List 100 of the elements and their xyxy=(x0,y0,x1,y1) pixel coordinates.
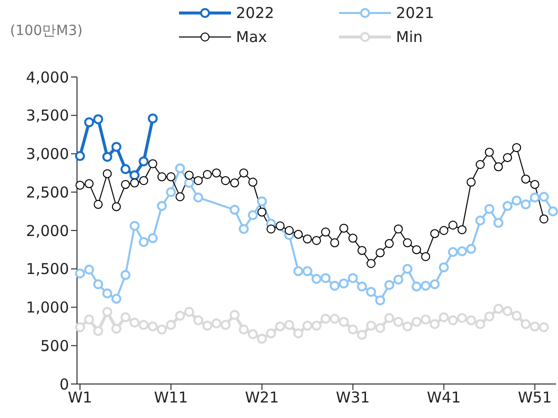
point xyxy=(266,224,276,234)
point xyxy=(457,246,468,256)
point xyxy=(184,178,194,188)
point xyxy=(148,321,158,332)
point xyxy=(356,282,367,292)
point xyxy=(466,244,476,254)
point xyxy=(193,192,204,202)
point xyxy=(302,266,312,276)
point xyxy=(202,320,212,331)
point xyxy=(430,319,440,330)
y-tick-label: 4,000 xyxy=(26,68,69,86)
point xyxy=(357,246,366,255)
point xyxy=(294,230,303,239)
point xyxy=(493,218,504,228)
point xyxy=(166,172,176,182)
point xyxy=(230,204,240,215)
point xyxy=(375,295,386,306)
x-tick-label: W41 xyxy=(426,388,461,407)
point xyxy=(130,220,140,231)
y-tick-label: 2,500 xyxy=(26,183,69,202)
point xyxy=(338,278,349,288)
point xyxy=(157,172,166,182)
point xyxy=(330,314,340,324)
point xyxy=(239,168,248,178)
point xyxy=(138,156,149,166)
x-tick-label: W1 xyxy=(68,388,92,407)
y-tick-label: 500 xyxy=(40,336,69,355)
point xyxy=(275,321,286,332)
point xyxy=(402,321,412,332)
point xyxy=(512,310,522,321)
point xyxy=(393,316,404,327)
point xyxy=(402,238,412,248)
point xyxy=(220,320,231,330)
point xyxy=(430,229,440,238)
point xyxy=(348,234,358,243)
point xyxy=(384,312,394,323)
point xyxy=(356,330,367,340)
point xyxy=(520,319,531,330)
point xyxy=(166,320,176,330)
point xyxy=(466,178,476,187)
point xyxy=(221,176,230,186)
point xyxy=(384,239,394,248)
point xyxy=(493,304,504,314)
point xyxy=(75,151,85,162)
point xyxy=(412,282,422,292)
point xyxy=(530,192,540,202)
point xyxy=(312,320,322,331)
point xyxy=(184,306,194,317)
legend-label: Max xyxy=(236,28,268,46)
point xyxy=(93,279,104,290)
point xyxy=(257,208,266,217)
point xyxy=(293,266,304,276)
point xyxy=(502,200,513,211)
x-tick-label: W51 xyxy=(518,388,552,407)
point xyxy=(84,314,94,325)
point xyxy=(111,142,122,152)
point xyxy=(139,176,148,186)
point xyxy=(120,164,130,174)
point xyxy=(138,320,149,330)
point xyxy=(438,262,449,272)
point xyxy=(338,316,349,327)
point xyxy=(430,279,440,290)
point xyxy=(94,200,103,209)
y-tick-label: 1,500 xyxy=(26,260,69,278)
point xyxy=(484,148,494,157)
point xyxy=(102,306,112,317)
point xyxy=(457,312,468,323)
point xyxy=(420,314,431,325)
point xyxy=(494,162,503,172)
point xyxy=(193,315,204,326)
point xyxy=(376,248,385,258)
point xyxy=(84,117,94,128)
point xyxy=(284,320,294,330)
point xyxy=(248,329,258,340)
point xyxy=(330,280,340,291)
point xyxy=(148,233,158,244)
point xyxy=(84,264,94,275)
point xyxy=(130,318,140,328)
point xyxy=(339,224,348,233)
point xyxy=(75,322,85,332)
point xyxy=(538,192,549,202)
point xyxy=(256,334,267,344)
point xyxy=(148,113,158,124)
point xyxy=(112,202,121,212)
point xyxy=(321,228,330,237)
point xyxy=(156,324,167,335)
point xyxy=(512,196,522,206)
point xyxy=(512,143,522,152)
point xyxy=(293,328,304,338)
point xyxy=(175,163,186,174)
legend-label: 2021 xyxy=(396,4,434,22)
point xyxy=(130,170,140,180)
point xyxy=(120,312,130,322)
point xyxy=(84,179,94,188)
point xyxy=(238,324,249,335)
point xyxy=(284,226,294,235)
legend-label: Min xyxy=(396,28,423,46)
point xyxy=(448,246,458,257)
point xyxy=(176,192,185,202)
point xyxy=(212,168,221,178)
